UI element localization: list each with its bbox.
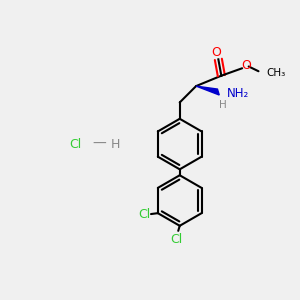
Text: Cl: Cl — [138, 208, 151, 221]
Text: NH₂: NH₂ — [227, 87, 249, 100]
Polygon shape — [196, 86, 219, 95]
Text: O: O — [211, 46, 221, 59]
Text: O: O — [241, 59, 250, 72]
Text: CH₃: CH₃ — [267, 68, 286, 78]
Text: H: H — [219, 100, 227, 110]
Text: Cl: Cl — [171, 233, 183, 246]
Text: —: — — [93, 137, 106, 151]
Text: H: H — [111, 138, 121, 151]
Text: Cl: Cl — [70, 138, 82, 151]
